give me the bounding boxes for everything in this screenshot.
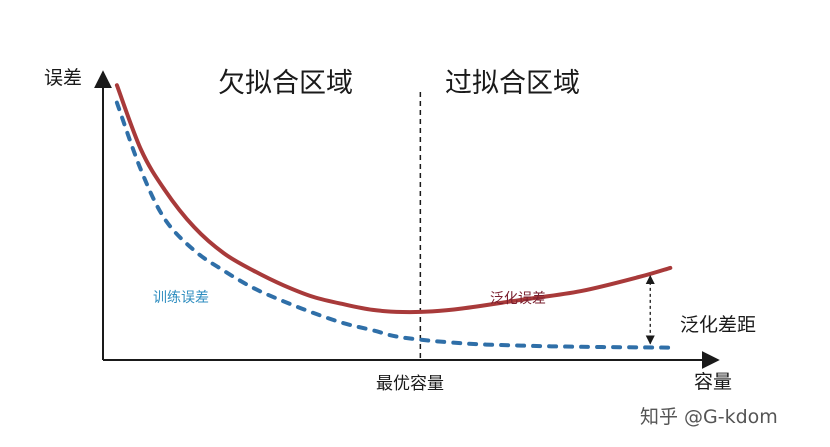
y-axis-label: 误差 bbox=[44, 67, 82, 89]
watermark: 知乎 @G-kdom bbox=[640, 406, 778, 428]
overfit-region-label: 过拟合区域 bbox=[445, 68, 580, 99]
generalization-error-line bbox=[114, 83, 673, 315]
training-error-line bbox=[114, 100, 673, 350]
generalization-gap-label: 泛化差距 bbox=[680, 314, 756, 336]
generalization-error-label: 泛化误差 bbox=[490, 291, 546, 307]
x-axis-label: 容量 bbox=[694, 371, 732, 393]
underfit-region-label: 欠拟合区域 bbox=[218, 68, 353, 99]
training-error-label: 训练误差 bbox=[153, 290, 209, 306]
optimal-capacity-label: 最优容量 bbox=[376, 374, 444, 394]
